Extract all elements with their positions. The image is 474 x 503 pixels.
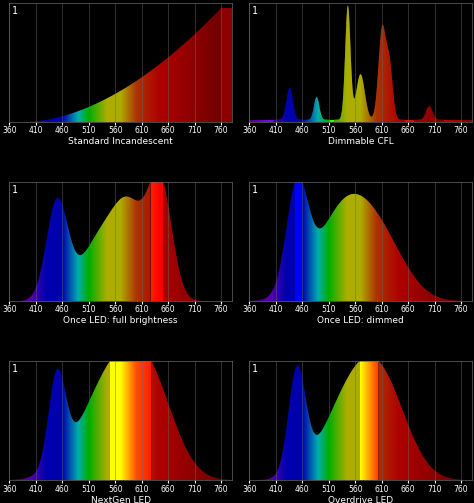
X-axis label: Standard Incandescent: Standard Incandescent (68, 137, 173, 146)
X-axis label: Overdrive LED: Overdrive LED (328, 495, 393, 503)
Text: 1: 1 (12, 365, 18, 375)
Text: 1: 1 (12, 185, 18, 195)
Text: 1: 1 (12, 6, 18, 16)
X-axis label: Once LED: dimmed: Once LED: dimmed (317, 316, 404, 325)
Text: 1: 1 (252, 6, 257, 16)
Text: 1: 1 (252, 365, 257, 375)
X-axis label: Dimmable CFL: Dimmable CFL (328, 137, 393, 146)
X-axis label: Once LED: full brightness: Once LED: full brightness (64, 316, 178, 325)
Text: 1: 1 (252, 185, 257, 195)
X-axis label: NextGen LED: NextGen LED (91, 495, 151, 503)
